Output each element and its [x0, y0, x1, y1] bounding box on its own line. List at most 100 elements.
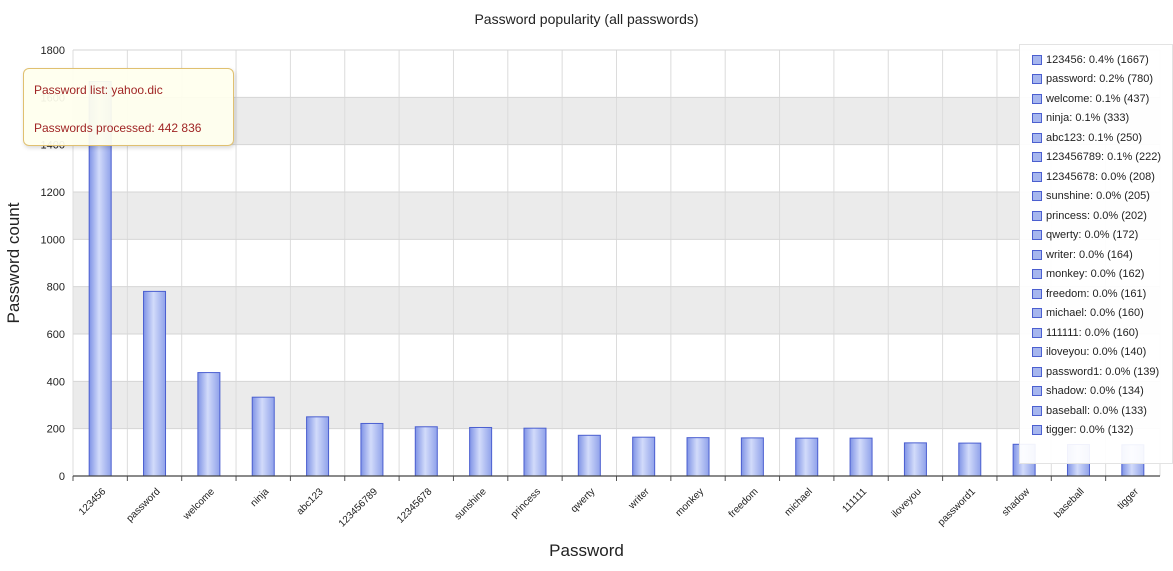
x-tick-label: baseball — [1052, 486, 1086, 520]
x-tick-label: 111111 — [840, 486, 869, 515]
legend-item: abc123: 0.1% (250) — [1020, 128, 1172, 148]
legend-item: sunshine: 0.0% (205) — [1020, 187, 1172, 207]
legend-label: qwerty: 0.0% (172) — [1046, 229, 1139, 242]
x-tick-label: password — [125, 486, 163, 524]
bar-freedom — [740, 437, 764, 477]
legend-item: 123456: 0.4% (1667) — [1020, 50, 1172, 70]
y-axis-label: Password count — [4, 202, 23, 324]
legend-swatch — [1032, 93, 1042, 104]
bar-michael — [795, 437, 819, 477]
y-tick-label: 1000 — [41, 234, 65, 246]
legend-label: writer: 0.0% (164) — [1046, 248, 1133, 261]
legend-swatch — [1032, 269, 1042, 280]
legend-item: 123456789: 0.1% (222) — [1020, 148, 1172, 168]
x-tick-label: shadow — [1000, 486, 1033, 519]
legend-label: welcome: 0.1% (437) — [1046, 92, 1150, 105]
legend-swatch — [1032, 230, 1042, 241]
x-tick-label: 123456 — [77, 486, 109, 518]
legend-swatch — [1032, 288, 1042, 299]
legend-label: michael: 0.0% (160) — [1046, 307, 1144, 320]
legend-swatch — [1032, 54, 1042, 65]
legend-label: freedom: 0.0% (161) — [1046, 287, 1147, 300]
legend-swatch — [1032, 132, 1042, 143]
legend-item: princess: 0.0% (202) — [1020, 206, 1172, 226]
x-tick-label: michael — [783, 486, 815, 518]
x-tick-label: ninja — [249, 486, 272, 509]
legend-item: writer: 0.0% (164) — [1020, 245, 1172, 265]
x-tick-label: 123456789 — [337, 486, 380, 529]
info-tooltip: Password list: yahoo.dic Passwords proce… — [23, 68, 234, 146]
y-tick-label: 0 — [59, 471, 65, 483]
legend-item: monkey: 0.0% (162) — [1020, 265, 1172, 285]
legend-label: sunshine: 0.0% (205) — [1046, 190, 1150, 203]
x-tick-label: 12345678 — [395, 486, 435, 526]
legend-label: 12345678: 0.0% (208) — [1046, 170, 1155, 183]
x-tick-label: sunshine — [453, 486, 489, 522]
x-tick-label: password1 — [936, 486, 978, 528]
legend-swatch — [1032, 74, 1042, 85]
x-axis-label: Password — [549, 541, 624, 560]
legend-swatch — [1032, 386, 1042, 397]
x-tick-label: qwerty — [569, 486, 598, 515]
bar-sunshine — [469, 426, 493, 477]
legend-swatch — [1032, 210, 1042, 221]
legend-label: password: 0.2% (780) — [1046, 73, 1153, 86]
x-tick-label: abc123 — [295, 486, 326, 517]
legend-item: michael: 0.0% (160) — [1020, 304, 1172, 324]
bar-123456789 — [360, 422, 384, 477]
legend-label: 111111: 0.0% (160) — [1046, 326, 1139, 339]
legend: 123456: 0.4% (1667) password: 0.2% (780) w… — [1019, 44, 1173, 464]
bar-qwerty — [577, 434, 601, 477]
legend-label: princess: 0.0% (202) — [1046, 209, 1147, 222]
legend-item: password: 0.2% (780) — [1020, 70, 1172, 90]
bar-password — [143, 290, 167, 477]
bar-welcome — [197, 372, 221, 477]
chart-title: Password popularity (all passwords) — [474, 11, 699, 27]
legend-label: abc123: 0.1% (250) — [1046, 131, 1143, 144]
legend-item: baseball: 0.0% (133) — [1020, 401, 1172, 421]
y-tick-label: 600 — [47, 329, 65, 341]
bar-12345678 — [414, 426, 438, 477]
y-tick-label: 800 — [47, 282, 65, 294]
legend-swatch — [1032, 152, 1042, 163]
x-tick-label: monkey — [674, 486, 707, 519]
legend-swatch — [1032, 171, 1042, 182]
bar-princess — [523, 427, 547, 477]
legend-item: password1: 0.0% (139) — [1020, 362, 1172, 382]
legend-label: ninja: 0.1% (333) — [1046, 112, 1130, 125]
legend-item: qwerty: 0.0% (172) — [1020, 226, 1172, 246]
y-tick-label: 400 — [47, 376, 65, 388]
bar-monkey — [686, 437, 710, 477]
legend-label: iloveyou: 0.0% (140) — [1046, 346, 1147, 359]
legend-label: monkey: 0.0% (162) — [1046, 268, 1145, 281]
y-tick-label: 200 — [47, 424, 65, 436]
bar-ninja — [251, 396, 275, 477]
legend-item: tigger: 0.0% (132) — [1020, 421, 1172, 441]
x-tick-label: princess — [509, 486, 543, 520]
legend-label: baseball: 0.0% (133) — [1046, 404, 1147, 417]
legend-label: shadow: 0.0% (134) — [1046, 385, 1144, 398]
legend-swatch — [1032, 425, 1042, 436]
legend-item: freedom: 0.0% (161) — [1020, 284, 1172, 304]
legend-label: tigger: 0.0% (132) — [1046, 424, 1134, 437]
legend-item: 111111: 0.0% (160) — [1020, 323, 1172, 343]
legend-label: 123456789: 0.1% (222) — [1046, 151, 1161, 164]
legend-swatch — [1032, 308, 1042, 319]
tooltip-password-list: Password list: yahoo.dic — [34, 83, 163, 97]
legend-swatch — [1032, 249, 1042, 260]
legend-swatch — [1032, 366, 1042, 377]
bar-abc123 — [306, 416, 330, 477]
tooltip-passwords-processed: Passwords processed: 442 836 — [34, 121, 202, 135]
x-tick-label: welcome — [181, 486, 218, 523]
legend-swatch — [1032, 327, 1042, 338]
x-tick-label: freedom — [727, 486, 761, 520]
x-tick-label: tigger — [1115, 486, 1141, 512]
bar-writer — [632, 436, 656, 477]
legend-swatch — [1032, 405, 1042, 416]
y-tick-label: 1200 — [41, 187, 65, 199]
legend-label: password1: 0.0% (139) — [1046, 365, 1160, 378]
bar-111111 — [849, 437, 873, 477]
legend-swatch — [1032, 191, 1042, 202]
